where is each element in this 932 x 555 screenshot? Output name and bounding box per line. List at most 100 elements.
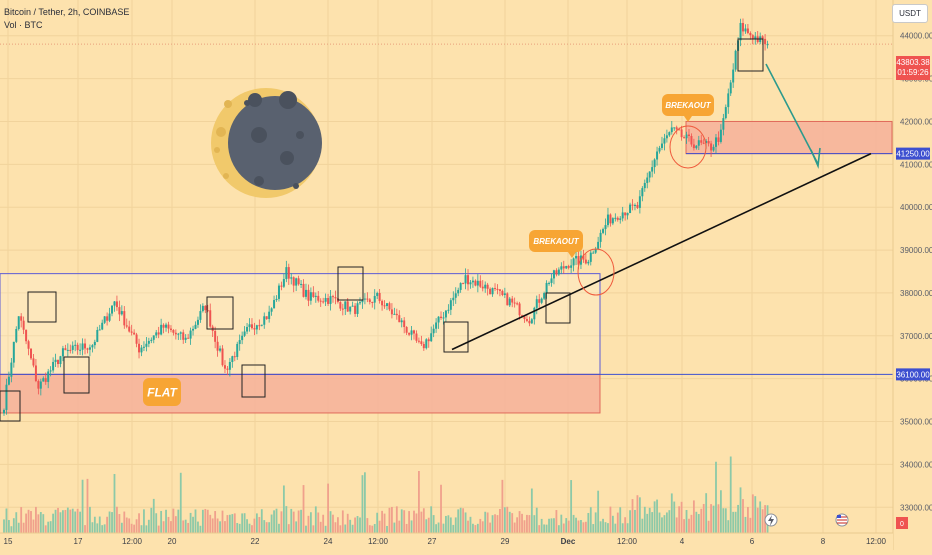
volume-legend[interactable]: Vol · BTC — [4, 20, 43, 30]
candle — [560, 266, 563, 270]
volume-bar — [737, 504, 739, 533]
volume-bar — [560, 514, 563, 533]
volume-bar — [454, 517, 457, 533]
candle — [57, 359, 60, 365]
breakout-circle — [577, 248, 615, 296]
volume-bar — [344, 524, 347, 533]
volume-bar — [511, 513, 514, 533]
candle — [386, 303, 388, 306]
time-axis[interactable]: 15 17 12:00 20 22 24 12:00 27 29 Dec 12:00 4 6 8 12:00 — [0, 513, 893, 550]
candle — [489, 288, 492, 295]
volume-badge[interactable] — [896, 517, 908, 529]
volume-bar — [742, 499, 744, 533]
candle — [27, 341, 30, 349]
volume-bar — [157, 525, 160, 533]
volume-bar — [319, 521, 322, 533]
volume-bar — [751, 494, 754, 533]
candle — [476, 280, 479, 286]
volume-bar — [228, 514, 231, 533]
candle — [741, 22, 744, 32]
volume-bar — [611, 515, 614, 533]
candle — [690, 135, 693, 145]
candle — [633, 204, 636, 206]
candle — [10, 362, 13, 377]
candle — [469, 282, 472, 285]
volume-bar — [729, 456, 732, 533]
volume-bar — [59, 512, 62, 533]
candle — [413, 330, 416, 334]
flat-support-zone — [0, 373, 601, 414]
candle — [602, 229, 605, 233]
highlight-box — [737, 38, 764, 72]
volume-bar — [371, 525, 374, 533]
volume-bar — [125, 517, 128, 533]
moon-dark-side — [228, 96, 322, 190]
candle — [525, 319, 528, 321]
volume-bar — [415, 513, 418, 533]
candle — [749, 33, 752, 36]
candle — [74, 344, 77, 346]
candle — [746, 28, 749, 34]
volume-bar — [747, 507, 749, 533]
volume-bar — [233, 513, 236, 533]
candle — [86, 348, 89, 350]
volume-bar — [101, 525, 104, 533]
candle — [432, 328, 435, 334]
range-box — [0, 273, 601, 375]
volume-bar — [106, 516, 109, 533]
time-tick-label: 4 — [680, 537, 685, 546]
candle — [93, 341, 96, 346]
candle — [246, 326, 249, 332]
currency-button[interactable]: USDT — [892, 4, 928, 23]
volume-bar — [494, 514, 496, 533]
candle — [52, 361, 55, 371]
candle — [199, 311, 202, 320]
candle — [206, 310, 209, 312]
candle — [108, 313, 111, 321]
volume-bar — [66, 507, 69, 533]
volume-bar — [629, 510, 631, 533]
candle — [535, 299, 538, 308]
volume-bar — [302, 485, 305, 533]
level-upper-badge[interactable] — [896, 147, 930, 160]
candle — [501, 290, 504, 295]
price-axis[interactable]: 33000.0034000.0035000.0036000.0037000.00… — [892, 0, 932, 550]
volume-bar — [702, 503, 705, 533]
volume-bar — [224, 521, 226, 533]
time-tick-label: 6 — [750, 537, 755, 546]
candle — [705, 141, 708, 143]
candle — [420, 341, 423, 345]
volume-bar — [449, 517, 452, 533]
volume-bar — [364, 472, 366, 533]
volume-bar — [174, 516, 177, 533]
candle — [538, 299, 541, 303]
volume-bar — [135, 519, 138, 533]
volume-bar — [143, 509, 145, 533]
volume-bar — [37, 514, 40, 533]
candle — [282, 279, 285, 287]
volume-bar — [147, 519, 150, 533]
volume-bar — [30, 511, 32, 533]
candle — [84, 343, 87, 349]
volume-bar — [732, 511, 735, 533]
candle — [292, 277, 295, 286]
candle — [619, 218, 622, 220]
volume-bar — [602, 518, 604, 533]
candle — [351, 305, 354, 307]
candle — [425, 339, 428, 349]
candles-layer — [3, 18, 769, 416]
volume-bar — [479, 518, 482, 533]
candle — [354, 305, 357, 314]
projection-arrow-head — [810, 147, 821, 170]
symbol-title[interactable]: Bitcoin / Tether, 2h, COINBASE — [4, 7, 130, 17]
volume-bar — [91, 522, 94, 533]
moon-crater — [251, 127, 267, 143]
candle — [322, 301, 325, 303]
volume-bar — [152, 498, 155, 533]
candle — [398, 315, 401, 323]
last-price-badge[interactable] — [896, 56, 930, 80]
level-lower-badge[interactable] — [896, 368, 930, 381]
volume-bar — [351, 524, 354, 533]
